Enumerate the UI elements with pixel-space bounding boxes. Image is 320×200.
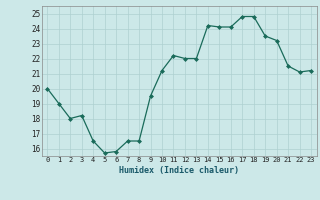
- X-axis label: Humidex (Indice chaleur): Humidex (Indice chaleur): [119, 166, 239, 175]
